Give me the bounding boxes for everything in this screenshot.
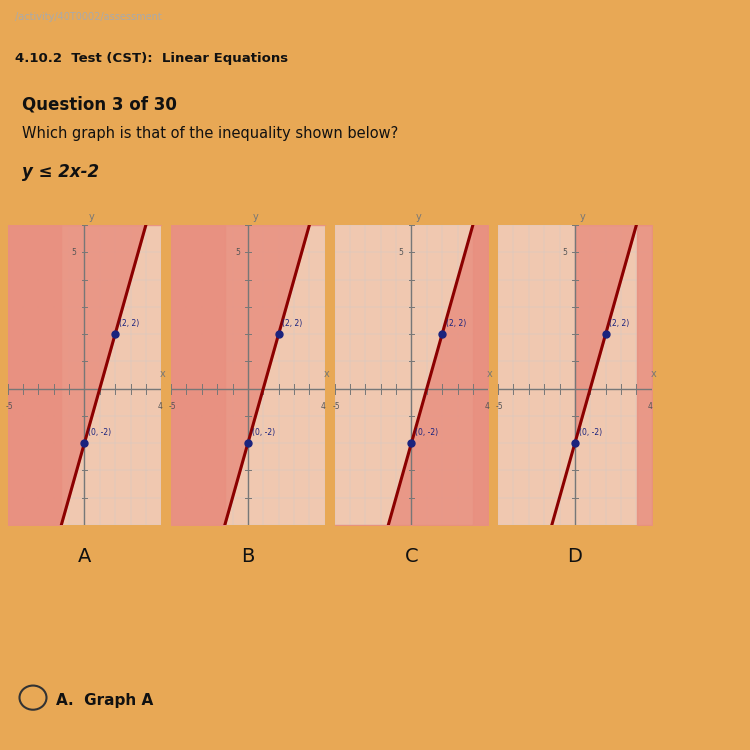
Text: -5: -5 — [5, 402, 13, 411]
Text: y: y — [416, 212, 422, 222]
Text: C: C — [404, 548, 418, 566]
Text: y: y — [253, 212, 258, 222]
Text: -5: -5 — [496, 402, 503, 411]
Text: -5: -5 — [169, 402, 176, 411]
Text: x: x — [323, 369, 329, 379]
Text: y: y — [89, 212, 94, 222]
Text: 5: 5 — [72, 248, 76, 256]
Text: (0, -2): (0, -2) — [416, 428, 438, 437]
Text: 5: 5 — [399, 248, 404, 256]
Text: (2, 2): (2, 2) — [610, 319, 630, 328]
Text: (2, 2): (2, 2) — [119, 319, 140, 328]
Text: x: x — [487, 369, 493, 379]
Text: 5: 5 — [236, 248, 240, 256]
Text: (0, -2): (0, -2) — [88, 428, 111, 437]
Text: D: D — [568, 548, 582, 566]
Text: (2, 2): (2, 2) — [446, 319, 466, 328]
Text: 5: 5 — [562, 248, 567, 256]
Text: B: B — [242, 548, 254, 566]
Text: 4.10.2  Test (CST):  Linear Equations: 4.10.2 Test (CST): Linear Equations — [15, 52, 288, 65]
Text: x: x — [650, 369, 656, 379]
Text: y ≤ 2x-2: y ≤ 2x-2 — [22, 163, 100, 181]
Text: -5: -5 — [332, 402, 340, 411]
Text: (2, 2): (2, 2) — [283, 319, 303, 328]
Text: y: y — [580, 212, 585, 222]
Text: A.  Graph A: A. Graph A — [56, 693, 154, 708]
Text: x: x — [160, 369, 166, 379]
Text: Which graph is that of the inequality shown below?: Which graph is that of the inequality sh… — [22, 126, 399, 141]
Text: A: A — [78, 548, 91, 566]
Text: 4: 4 — [321, 402, 326, 411]
Text: 4: 4 — [484, 402, 489, 411]
Text: Question 3 of 30: Question 3 of 30 — [22, 95, 177, 113]
Text: 4: 4 — [158, 402, 162, 411]
Text: (0, -2): (0, -2) — [579, 428, 602, 437]
Text: (0, -2): (0, -2) — [252, 428, 274, 437]
Text: 4: 4 — [648, 402, 652, 411]
Text: /activity/40T0002/assessment: /activity/40T0002/assessment — [15, 12, 162, 22]
